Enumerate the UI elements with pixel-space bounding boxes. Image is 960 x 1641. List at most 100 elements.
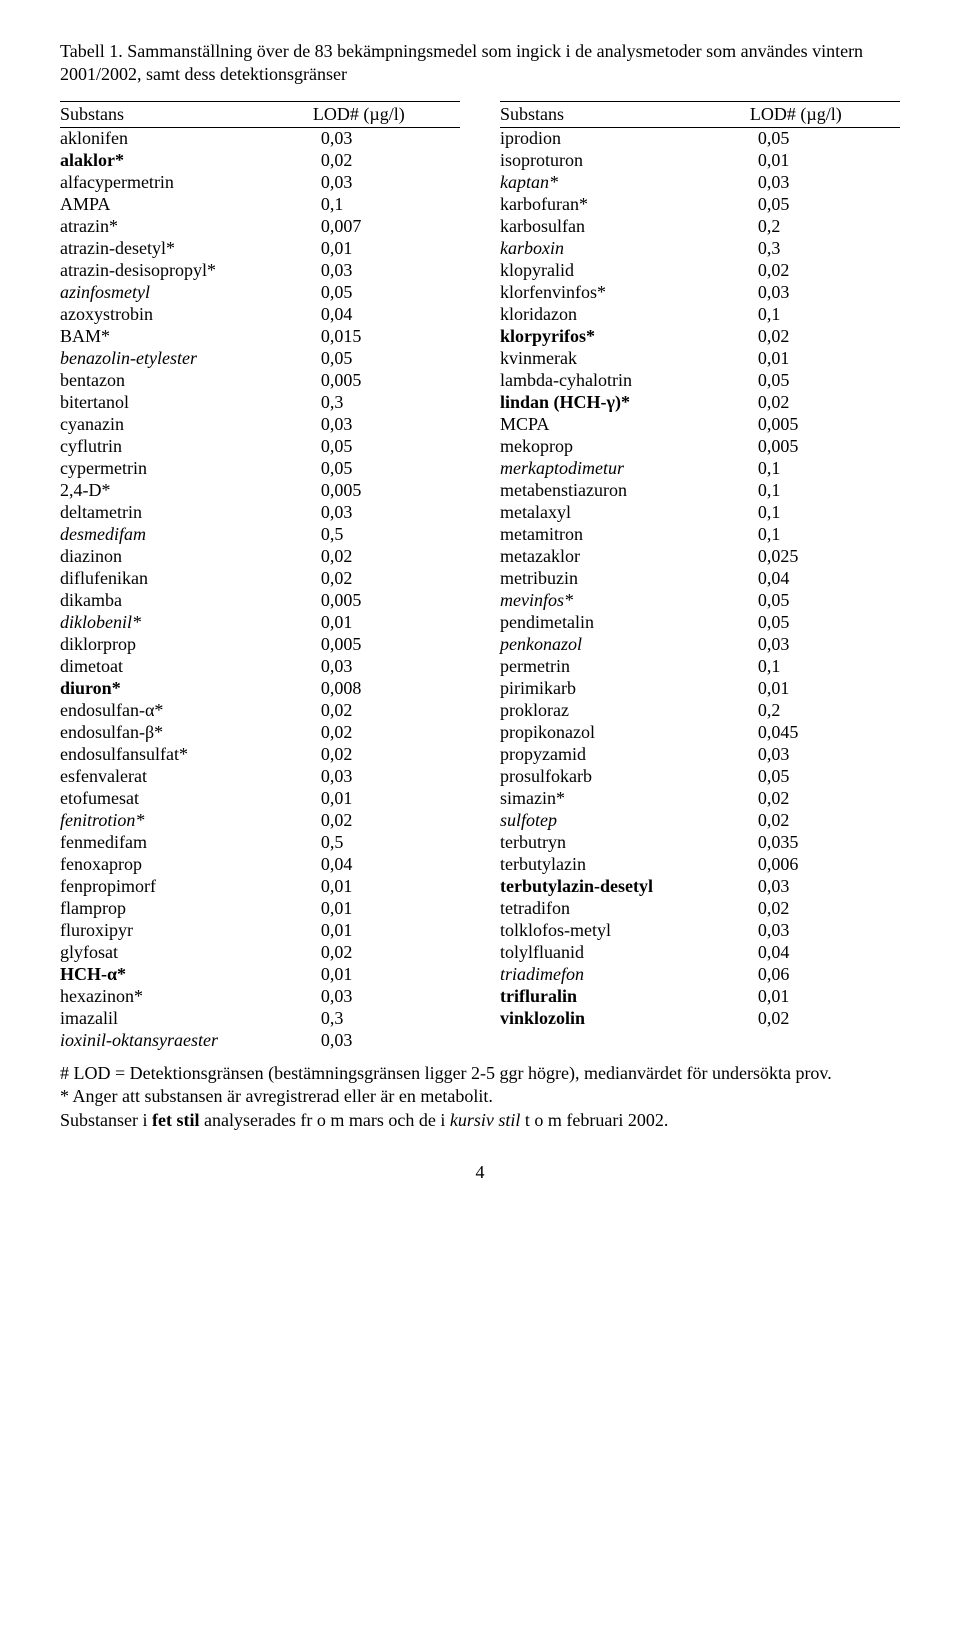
substance-name: diklobenil* bbox=[60, 612, 313, 634]
table-row: fenmedifam0,5 bbox=[60, 832, 460, 854]
col-header-substans: Substans bbox=[60, 101, 313, 127]
substance-name: propyzamid bbox=[500, 744, 750, 766]
substance-name: fenitrotion* bbox=[60, 810, 313, 832]
substance-name: metribuzin bbox=[500, 568, 750, 590]
lod-value: 0,02 bbox=[750, 788, 900, 810]
table-row: fluroxipyr0,01 bbox=[60, 920, 460, 942]
table-row: diklobenil*0,01 bbox=[60, 612, 460, 634]
substance-name: fenpropimorf bbox=[60, 876, 313, 898]
table-row: kaptan*0,03 bbox=[500, 172, 900, 194]
lod-value: 0,05 bbox=[313, 458, 460, 480]
table-row: deltametrin0,03 bbox=[60, 502, 460, 524]
lod-value: 0,045 bbox=[750, 722, 900, 744]
lod-value: 0,03 bbox=[750, 282, 900, 304]
table-row: terbutylazin-desetyl0,03 bbox=[500, 876, 900, 898]
table-row: karbosulfan0,2 bbox=[500, 216, 900, 238]
lod-value: 0,006 bbox=[750, 854, 900, 876]
substance-name: isoproturon bbox=[500, 150, 750, 172]
substance-name: kaptan* bbox=[500, 172, 750, 194]
lod-value: 0,01 bbox=[313, 612, 460, 634]
lod-value: 0,01 bbox=[313, 788, 460, 810]
substance-name: terbutylazin-desetyl bbox=[500, 876, 750, 898]
substance-name: diuron* bbox=[60, 678, 313, 700]
substance-name: merkaptodimetur bbox=[500, 458, 750, 480]
table-row: endosulfan-β*0,02 bbox=[60, 722, 460, 744]
substance-name: cyanazin bbox=[60, 414, 313, 436]
table-row: permetrin0,1 bbox=[500, 656, 900, 678]
table-row: cypermetrin0,05 bbox=[60, 458, 460, 480]
table-row: tetradifon0,02 bbox=[500, 898, 900, 920]
table-row: bentazon0,005 bbox=[60, 370, 460, 392]
substance-name: kloridazon bbox=[500, 304, 750, 326]
lod-value: 0,03 bbox=[313, 414, 460, 436]
table-row: triadimefon0,06 bbox=[500, 964, 900, 986]
table-caption: Tabell 1. Sammanställning över de 83 bek… bbox=[60, 40, 900, 87]
lod-value: 0,04 bbox=[313, 304, 460, 326]
lod-value: 0,05 bbox=[750, 127, 900, 150]
lod-value: 0,02 bbox=[750, 898, 900, 920]
footnote-asterisk: * Anger att substansen är avregistrerad … bbox=[60, 1085, 900, 1108]
footnote-text: t o m februari 2002. bbox=[520, 1110, 668, 1130]
right-column: Substans LOD# (µg/l) iprodion0,05isoprot… bbox=[500, 101, 900, 1052]
substance-name: bitertanol bbox=[60, 392, 313, 414]
page-number: 4 bbox=[60, 1162, 900, 1183]
table-row: dimetoat0,03 bbox=[60, 656, 460, 678]
table-row: azinfosmetyl0,05 bbox=[60, 282, 460, 304]
substance-name: endosulfan-β* bbox=[60, 722, 313, 744]
col-header-substans: Substans bbox=[500, 101, 750, 127]
table-row: endosulfansulfat*0,02 bbox=[60, 744, 460, 766]
substance-name: dikamba bbox=[60, 590, 313, 612]
lod-value: 0,5 bbox=[313, 832, 460, 854]
table-row: desmedifam0,5 bbox=[60, 524, 460, 546]
table-row: AMPA0,1 bbox=[60, 194, 460, 216]
substance-name: flamprop bbox=[60, 898, 313, 920]
table-row: MCPA0,005 bbox=[500, 414, 900, 436]
lod-value: 0,3 bbox=[750, 238, 900, 260]
lod-value: 0,01 bbox=[313, 876, 460, 898]
substance-name: karbosulfan bbox=[500, 216, 750, 238]
substance-name: alaklor* bbox=[60, 150, 313, 172]
substance-name: dimetoat bbox=[60, 656, 313, 678]
footnote-bold: fet stil bbox=[152, 1110, 199, 1130]
table-row: tolylfluanid0,04 bbox=[500, 942, 900, 964]
lod-value: 0,05 bbox=[313, 282, 460, 304]
substance-name: trifluralin bbox=[500, 986, 750, 1008]
lod-value: 0,005 bbox=[313, 480, 460, 502]
substance-name: prokloraz bbox=[500, 700, 750, 722]
substance-name: tetradifon bbox=[500, 898, 750, 920]
substance-name: fenoxaprop bbox=[60, 854, 313, 876]
lod-value: 0,03 bbox=[750, 876, 900, 898]
substance-name: prosulfokarb bbox=[500, 766, 750, 788]
substance-name: fenmedifam bbox=[60, 832, 313, 854]
lod-value: 0,1 bbox=[750, 304, 900, 326]
lod-value: 0,02 bbox=[313, 942, 460, 964]
substance-name: mevinfos* bbox=[500, 590, 750, 612]
left-table: Substans LOD# (µg/l) aklonifen0,03alaklo… bbox=[60, 101, 460, 1052]
lod-value: 0,02 bbox=[313, 700, 460, 722]
substance-name: azinfosmetyl bbox=[60, 282, 313, 304]
substance-name: etofumesat bbox=[60, 788, 313, 810]
lod-value: 0,05 bbox=[750, 194, 900, 216]
lod-value: 0,03 bbox=[313, 127, 460, 150]
substance-name: penkonazol bbox=[500, 634, 750, 656]
right-table: Substans LOD# (µg/l) iprodion0,05isoprot… bbox=[500, 101, 900, 1030]
substance-name: AMPA bbox=[60, 194, 313, 216]
substance-name: klorpyrifos* bbox=[500, 326, 750, 348]
substance-name: cypermetrin bbox=[60, 458, 313, 480]
substance-name: BAM* bbox=[60, 326, 313, 348]
table-row: imazalil0,3 bbox=[60, 1008, 460, 1030]
footnote-text: Substanser i bbox=[60, 1110, 152, 1130]
substance-name: fluroxipyr bbox=[60, 920, 313, 942]
table-row: mekoprop0,005 bbox=[500, 436, 900, 458]
substance-name: bentazon bbox=[60, 370, 313, 392]
lod-value: 0,03 bbox=[750, 634, 900, 656]
substance-name: hexazinon* bbox=[60, 986, 313, 1008]
lod-value: 0,008 bbox=[313, 678, 460, 700]
substance-name: diflufenikan bbox=[60, 568, 313, 590]
lod-value: 0,04 bbox=[750, 568, 900, 590]
table-row: propikonazol0,045 bbox=[500, 722, 900, 744]
lod-value: 0,03 bbox=[313, 656, 460, 678]
lod-value: 0,04 bbox=[750, 942, 900, 964]
table-row: alaklor*0,02 bbox=[60, 150, 460, 172]
table-row: prokloraz0,2 bbox=[500, 700, 900, 722]
